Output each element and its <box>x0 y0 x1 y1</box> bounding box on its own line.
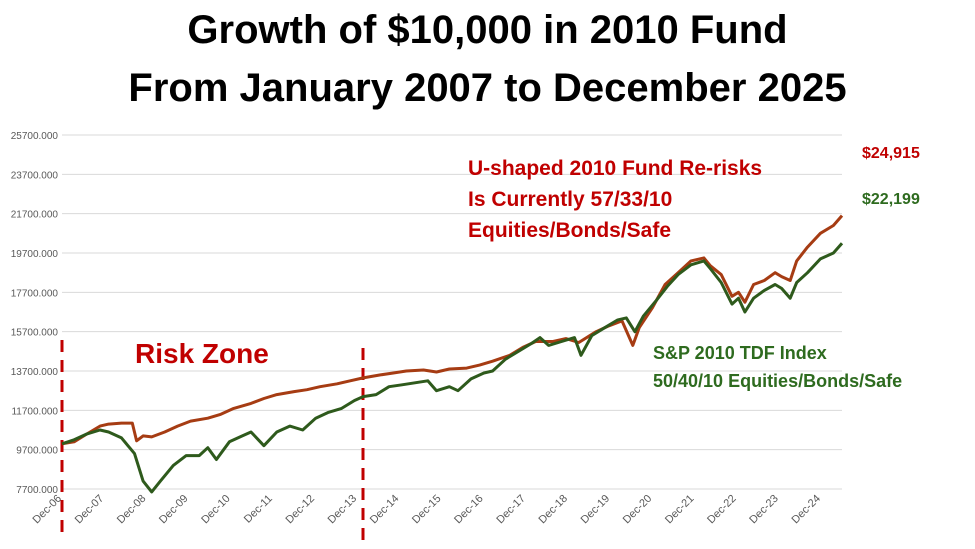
x-tick-label: Dec-08 <box>115 493 149 527</box>
x-tick-label: Dec-20 <box>621 493 655 527</box>
fund-series-line <box>61 214 844 446</box>
x-tick-label: Dec-09 <box>157 493 191 527</box>
x-tick-label: Dec-15 <box>410 493 444 527</box>
x-tick-label: Dec-16 <box>452 493 486 527</box>
risk-zone-markers <box>60 340 365 545</box>
x-tick-label: Dec-06 <box>31 493 65 527</box>
index-end-value-label: $22,199 <box>862 191 920 208</box>
y-tick-label: 15700.000 <box>11 328 59 339</box>
y-tick-label: 17700.000 <box>11 288 59 299</box>
x-tick-label: Dec-10 <box>199 493 233 527</box>
y-tick-label: 13700.000 <box>11 367 59 378</box>
x-tick-label: Dec-13 <box>326 493 360 527</box>
x-tick-label: Dec-23 <box>747 493 781 527</box>
fund-annotation-line1: U-shaped 2010 Fund Re-risks <box>468 157 762 180</box>
gridlines <box>62 134 842 490</box>
x-axis: Dec-06 Dec-07 Dec-08 Dec-09 Dec-10 Dec-11 Dec-… <box>31 493 823 527</box>
fund-annotation-line2: Is Currently 57/33/10 <box>468 188 672 211</box>
x-tick-label: Dec-12 <box>284 493 318 527</box>
y-tick-label: 7700.000 <box>16 485 58 496</box>
chart-title-line1: Growth of $10,000 in 2010 Fund <box>187 8 788 52</box>
y-axis: 25700.000 23700.000 21700.000 19700.000 1770… <box>11 131 59 496</box>
index-annotation-line2: 50/40/10 Equities/Bonds/Safe <box>653 371 902 391</box>
y-tick-label: 11700.000 <box>11 406 58 417</box>
x-tick-label: Dec-07 <box>73 493 107 527</box>
x-tick-label: Dec-22 <box>705 493 739 527</box>
x-tick-label: Dec-11 <box>242 493 275 526</box>
index-annotation-line1: S&P 2010 TDF Index <box>653 343 827 363</box>
y-tick-label: 21700.000 <box>11 210 59 221</box>
y-tick-label: 23700.000 <box>11 170 59 181</box>
y-tick-label: 19700.000 <box>11 249 59 260</box>
fund-annotation-line3: Equities/Bonds/Safe <box>468 219 671 242</box>
y-tick-label: 9700.000 <box>16 446 58 457</box>
risk-zone-label: Risk Zone <box>135 338 269 369</box>
x-tick-label: Dec-17 <box>494 493 528 527</box>
fund-end-value-label: $24,915 <box>862 145 920 162</box>
chart-title-line2: From January 2007 to December 2025 <box>128 66 847 110</box>
x-tick-label: Dec-18 <box>537 493 571 527</box>
x-tick-label: Dec-19 <box>579 493 613 527</box>
x-tick-label: Dec-24 <box>789 493 823 527</box>
x-tick-label: Dec-21 <box>663 493 697 527</box>
index-series-line <box>61 242 844 494</box>
x-tick-label: Dec-14 <box>368 493 402 527</box>
series-lines <box>61 214 844 494</box>
y-tick-label: 25700.000 <box>11 131 59 142</box>
